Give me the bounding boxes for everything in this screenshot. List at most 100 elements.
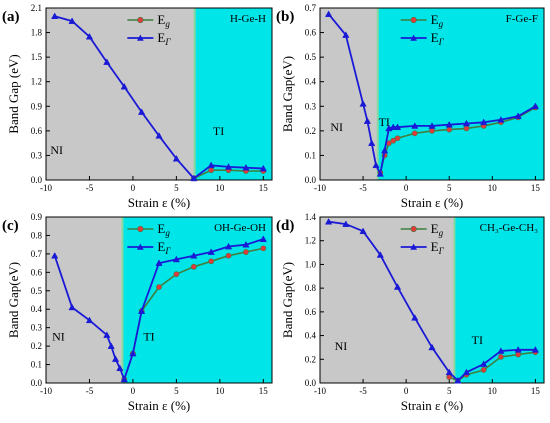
y-tick-label: 0.4 xyxy=(305,77,317,87)
y-tick-label: 0.2 xyxy=(305,126,316,136)
legend-egamma-marker xyxy=(410,34,418,41)
ni-label: NI xyxy=(330,120,343,134)
x-tick-label: 15 xyxy=(531,183,541,193)
x-axis-label: Strain ε (%) xyxy=(128,398,191,413)
material-label: OH-Ge-OH xyxy=(214,222,266,234)
x-tick-label: -10 xyxy=(314,386,326,396)
eg-point xyxy=(429,127,435,134)
panel-b: -10 -5 0 5 10 15 0.0 0.1 0.2 0.3 0.4 0.5 0.6 0.7 Strai… xyxy=(276,3,545,210)
y-tick-label: 0.4 xyxy=(31,304,43,314)
egamma-point xyxy=(393,283,402,290)
y-tick-label: 0.3 xyxy=(31,150,43,160)
egamma-point xyxy=(207,248,215,255)
y-tick-label: 1.4 xyxy=(305,212,317,222)
eg-point xyxy=(394,135,401,142)
egamma-point xyxy=(172,255,181,263)
plot-frame xyxy=(319,7,545,181)
eg-point xyxy=(173,271,180,278)
egamma-point xyxy=(207,161,215,169)
material-label: F-Ge-F xyxy=(506,13,538,25)
y-tick-label: 0.0 xyxy=(31,175,43,185)
y-tick-label: 0.6 xyxy=(31,267,43,277)
eg-point xyxy=(390,137,397,144)
egamma-point xyxy=(342,220,350,227)
egamma-point xyxy=(411,122,419,129)
eg-point xyxy=(480,367,487,373)
y-axis-label: Band Gap(eV) xyxy=(280,262,295,338)
egamma-point xyxy=(363,117,372,124)
ti-label: TI xyxy=(143,330,154,344)
eg-point xyxy=(156,284,162,290)
egamma-point xyxy=(137,307,146,314)
y-tick-label: 0.6 xyxy=(305,28,317,38)
eg-point xyxy=(243,249,249,255)
x-tick-label: -5 xyxy=(359,183,367,193)
y-tick-label: 0.8 xyxy=(305,283,317,293)
y-tick-label: 0.3 xyxy=(305,101,317,111)
eg-point xyxy=(225,252,232,259)
x-tick-label: -10 xyxy=(314,183,326,193)
y-axis-label: Band Gap (eV) xyxy=(6,54,21,133)
egamma-point xyxy=(514,112,522,119)
eg-point xyxy=(208,258,215,265)
egamma-point xyxy=(259,235,267,242)
eg-point xyxy=(446,126,453,133)
egamma-point xyxy=(324,218,333,225)
egamma-point xyxy=(190,252,198,259)
x-tick-label: 10 xyxy=(488,183,498,193)
egamma-point xyxy=(120,82,128,90)
egamma-point xyxy=(155,259,163,266)
y-tick-label: 0.5 xyxy=(305,52,317,62)
material-label: H-Ge-H xyxy=(230,13,266,25)
plot-frame xyxy=(319,216,545,384)
x-axis-label: Strain ε (%) xyxy=(128,195,191,210)
x-tick-label: 15 xyxy=(259,183,269,193)
legend-egamma-marker xyxy=(136,34,144,41)
y-tick-label: 0.1 xyxy=(31,360,42,370)
egamma-point xyxy=(342,31,350,38)
egamma-point xyxy=(428,343,436,351)
egamma-point xyxy=(411,314,419,321)
egamma-point xyxy=(376,170,384,177)
y-tick-label: 1.0 xyxy=(305,259,317,269)
y-tick-label: 0.9 xyxy=(31,101,43,111)
y-axis-label: Band Gap(eV) xyxy=(6,262,21,338)
legend-eg-marker xyxy=(410,16,417,24)
y-tick-label: 2.1 xyxy=(31,3,42,13)
panel-c: -10 -5 0 5 10 15 0.0 0.1 0.2 0.3 0.4 0.5 0.6 0.7 0.8 0.… xyxy=(2,212,273,413)
egamma-point xyxy=(462,119,471,127)
x-tick-label: 5 xyxy=(174,386,179,396)
y-tick-label: 1.2 xyxy=(31,77,42,87)
egamma-point xyxy=(480,118,488,126)
eg-point xyxy=(208,167,215,174)
egamma-point xyxy=(103,331,111,338)
y-tick-label: 0.2 xyxy=(305,354,316,364)
ti-region xyxy=(377,8,544,180)
x-tick-label: 0 xyxy=(131,386,136,396)
egamma-point xyxy=(259,164,267,172)
y-tick-label: 0.7 xyxy=(31,249,43,259)
egamma-point xyxy=(111,355,120,362)
panel-letter: (a) xyxy=(2,9,20,25)
ni-region xyxy=(320,8,378,180)
egamma-point xyxy=(376,251,384,258)
x-tick-label: 5 xyxy=(174,183,179,193)
egamma-point xyxy=(454,376,462,384)
ti-label: TI xyxy=(379,115,390,129)
egamma-point xyxy=(497,116,505,123)
egamma-point xyxy=(380,146,389,154)
y-tick-label: 1.2 xyxy=(305,236,316,246)
egamma-point xyxy=(85,32,94,40)
panel-letter: (c) xyxy=(2,218,19,234)
y-tick-label: 0.0 xyxy=(31,378,43,388)
eg-point xyxy=(411,130,418,137)
panel-d: -10 -5 0 5 10 15 0.0 0.2 0.4 0.6 0.8 1.0 1.2 1.4 Strai… xyxy=(276,212,545,413)
egamma-point xyxy=(155,132,163,139)
y-tick-label: 0.3 xyxy=(31,323,43,333)
egamma-point xyxy=(120,375,128,383)
egamma-point xyxy=(368,139,376,146)
egamma-point xyxy=(107,342,115,349)
ti-label: TI xyxy=(472,333,483,347)
x-tick-label: -10 xyxy=(40,183,52,193)
ni-label: NI xyxy=(52,330,65,344)
